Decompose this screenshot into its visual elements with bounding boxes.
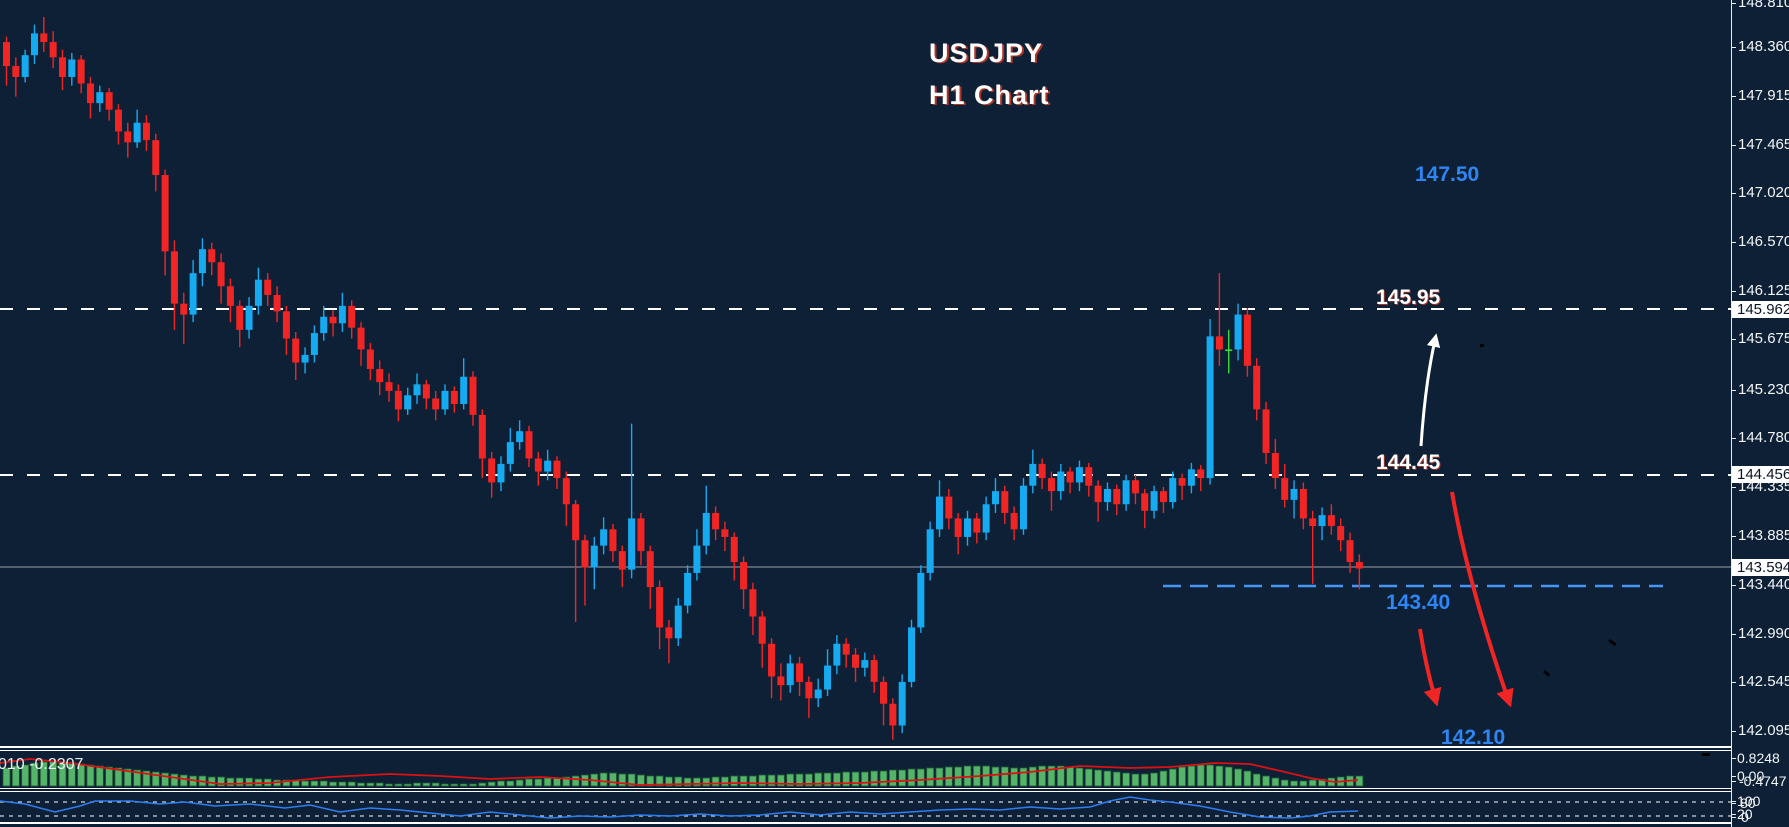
- down-arrow-red-short[interactable]: [1418, 628, 1442, 707]
- axis-tick: [1731, 801, 1736, 802]
- candlesticks: [3, 17, 1363, 740]
- indicator-axis-label-100: 100: [1737, 793, 1761, 809]
- panel-separator-mid-b: [0, 791, 1731, 792]
- axis-label-145.675: 145.675: [1738, 330, 1789, 347]
- axis-tick: [1731, 47, 1736, 48]
- trend-arrows[interactable]: [1418, 333, 1514, 708]
- indicator-axis-label-20: 20: [1737, 806, 1753, 822]
- indicator-axis-label-0: 0: [1741, 809, 1749, 825]
- small-object-marks: [1480, 344, 1710, 756]
- axis-label-144.780: 144.780: [1738, 429, 1789, 446]
- axis-label-142.545: 142.545: [1738, 673, 1789, 690]
- axis-label-148.810: 148.810: [1738, 0, 1789, 11]
- axis-tick: [1731, 682, 1736, 683]
- axis-label-142.095: 142.095: [1738, 722, 1789, 739]
- indicator-axis-label-0.8248: 0.8248: [1737, 750, 1780, 766]
- axis-label-147.020: 147.020: [1738, 184, 1789, 201]
- price-axis-border: [1731, 0, 1732, 827]
- axis-tick: [1731, 803, 1736, 804]
- axis-tick: [1731, 242, 1736, 243]
- indicator-axis-label-80: 80: [1740, 795, 1756, 811]
- axis-tick: [1731, 487, 1736, 488]
- chart-title-symbol: USDJPY: [929, 38, 1044, 68]
- axis-label-148.360: 148.360: [1738, 38, 1789, 55]
- horizontal-level-lines[interactable]: [0, 308, 1731, 588]
- axis-tick: [1731, 776, 1736, 777]
- axis-label-146.570: 146.570: [1738, 233, 1789, 250]
- axis-tick: [1731, 585, 1736, 586]
- axis-label-147.465: 147.465: [1738, 136, 1789, 153]
- axis-tick: [1731, 96, 1736, 97]
- axis-tick: [1731, 390, 1736, 391]
- up-arrow-white[interactable]: [1419, 333, 1441, 447]
- axis-label-143.885: 143.885: [1738, 527, 1789, 544]
- price-label-145.95[interactable]: 145.95: [1376, 286, 1441, 309]
- axis-label-145.962: 145.962: [1732, 301, 1789, 318]
- axis-tick: [1731, 781, 1736, 782]
- axis-label-143.594: 143.594: [1732, 559, 1789, 576]
- down-arrow-red-long[interactable]: [1450, 491, 1514, 708]
- indicator-axis-label--0.4747: -0.4747: [1739, 773, 1787, 789]
- axis-tick: [1731, 145, 1736, 146]
- axis-tick: [1731, 731, 1736, 732]
- price-label-144.45[interactable]: 144.45: [1376, 451, 1441, 474]
- axis-label-144.335: 144.335: [1738, 478, 1789, 495]
- axis-tick: [1731, 438, 1736, 439]
- axis-label-147.915: 147.915: [1738, 87, 1789, 104]
- panel-separator-top-a: [0, 746, 1731, 748]
- price-label-142.10[interactable]: 142.10: [1441, 726, 1506, 749]
- oscillator-value-label: 010 -0.2307: [0, 756, 84, 773]
- panel-separator-top-b: [0, 750, 1731, 751]
- axis-tick: [1731, 536, 1736, 537]
- axis-label-143.440: 143.440: [1738, 576, 1789, 593]
- panel-separator-mid-a: [0, 788, 1731, 789]
- axis-label-142.990: 142.990: [1738, 625, 1789, 642]
- indicator-axis-label-0.00: 0.00: [1737, 768, 1765, 784]
- axis-tick: [1731, 634, 1736, 635]
- axis-label-146.125: 146.125: [1738, 282, 1789, 299]
- chart-title: USDJPY H1 Chart: [929, 38, 1050, 111]
- axis-tick: [1731, 193, 1736, 194]
- axis-tick: [1731, 339, 1736, 340]
- stochastic-line: [0, 796, 1731, 819]
- chart-title-timeframe: H1 Chart: [929, 80, 1050, 110]
- price-label-143.40[interactable]: 143.40: [1386, 591, 1451, 614]
- axis-tick: [1731, 758, 1736, 759]
- panel-separator-bottom: [0, 822, 1731, 824]
- price-label-147.50[interactable]: 147.50: [1415, 163, 1480, 186]
- axis-tick: [1731, 3, 1736, 4]
- axis-label-145.230: 145.230: [1738, 381, 1789, 398]
- oscillator-histogram: [0, 758, 1364, 787]
- axis-tick: [1731, 814, 1736, 815]
- axis-label-144.456: 144.456: [1732, 466, 1789, 483]
- axis-tick: [1731, 291, 1736, 292]
- axis-tick: [1731, 817, 1736, 818]
